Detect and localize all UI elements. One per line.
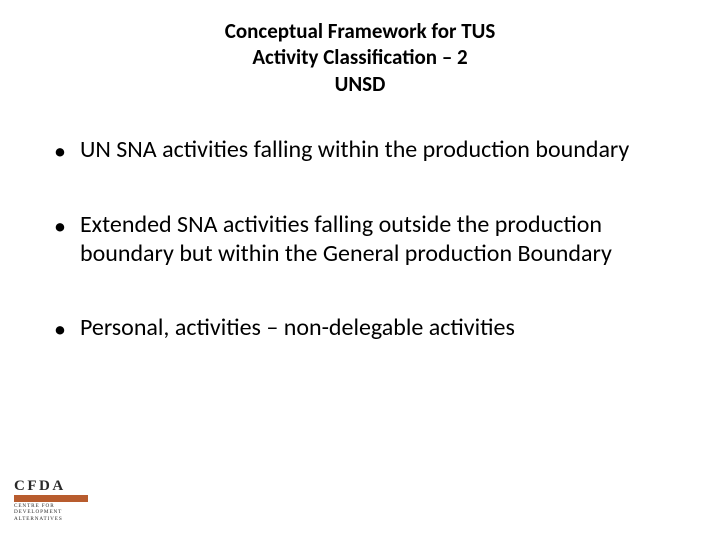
list-item: • UN SNA activities falling within the p… <box>50 135 670 166</box>
bullet-icon: • <box>54 315 66 344</box>
bullet-icon: • <box>54 212 66 241</box>
bullet-text: Personal, activities – non-delegable act… <box>80 313 670 342</box>
logo-sub-line: CENTRE FOR <box>14 503 55 509</box>
list-item: • Personal, activities – non-delegable a… <box>50 313 670 344</box>
slide-title: Conceptual Framework for TUS Activity Cl… <box>0 0 720 97</box>
bullet-list: • UN SNA activities falling within the p… <box>0 135 720 344</box>
title-line-2: Activity Classification – 2 <box>0 44 720 70</box>
logo-subtitle: CENTRE FOR DEVELOPMENT ALTERNATIVES <box>14 503 88 523</box>
title-line-1: Conceptual Framework for TUS <box>0 18 720 44</box>
cfda-logo: CFDA CENTRE FOR DEVELOPMENT ALTERNATIVES <box>14 479 88 523</box>
bullet-text: Extended SNA activities falling outside … <box>80 210 670 269</box>
bullet-text: UN SNA activities falling within the pro… <box>80 135 670 164</box>
bullet-icon: • <box>54 137 66 166</box>
logo-sub-line: DEVELOPMENT <box>14 509 62 515</box>
list-item: • Extended SNA activities falling outsid… <box>50 210 670 269</box>
logo-bar <box>14 495 88 502</box>
logo-acronym: CFDA <box>14 479 88 494</box>
slide: Conceptual Framework for TUS Activity Cl… <box>0 0 720 540</box>
logo-sub-line: ALTERNATIVES <box>14 516 63 522</box>
title-line-3: UNSD <box>0 71 720 97</box>
